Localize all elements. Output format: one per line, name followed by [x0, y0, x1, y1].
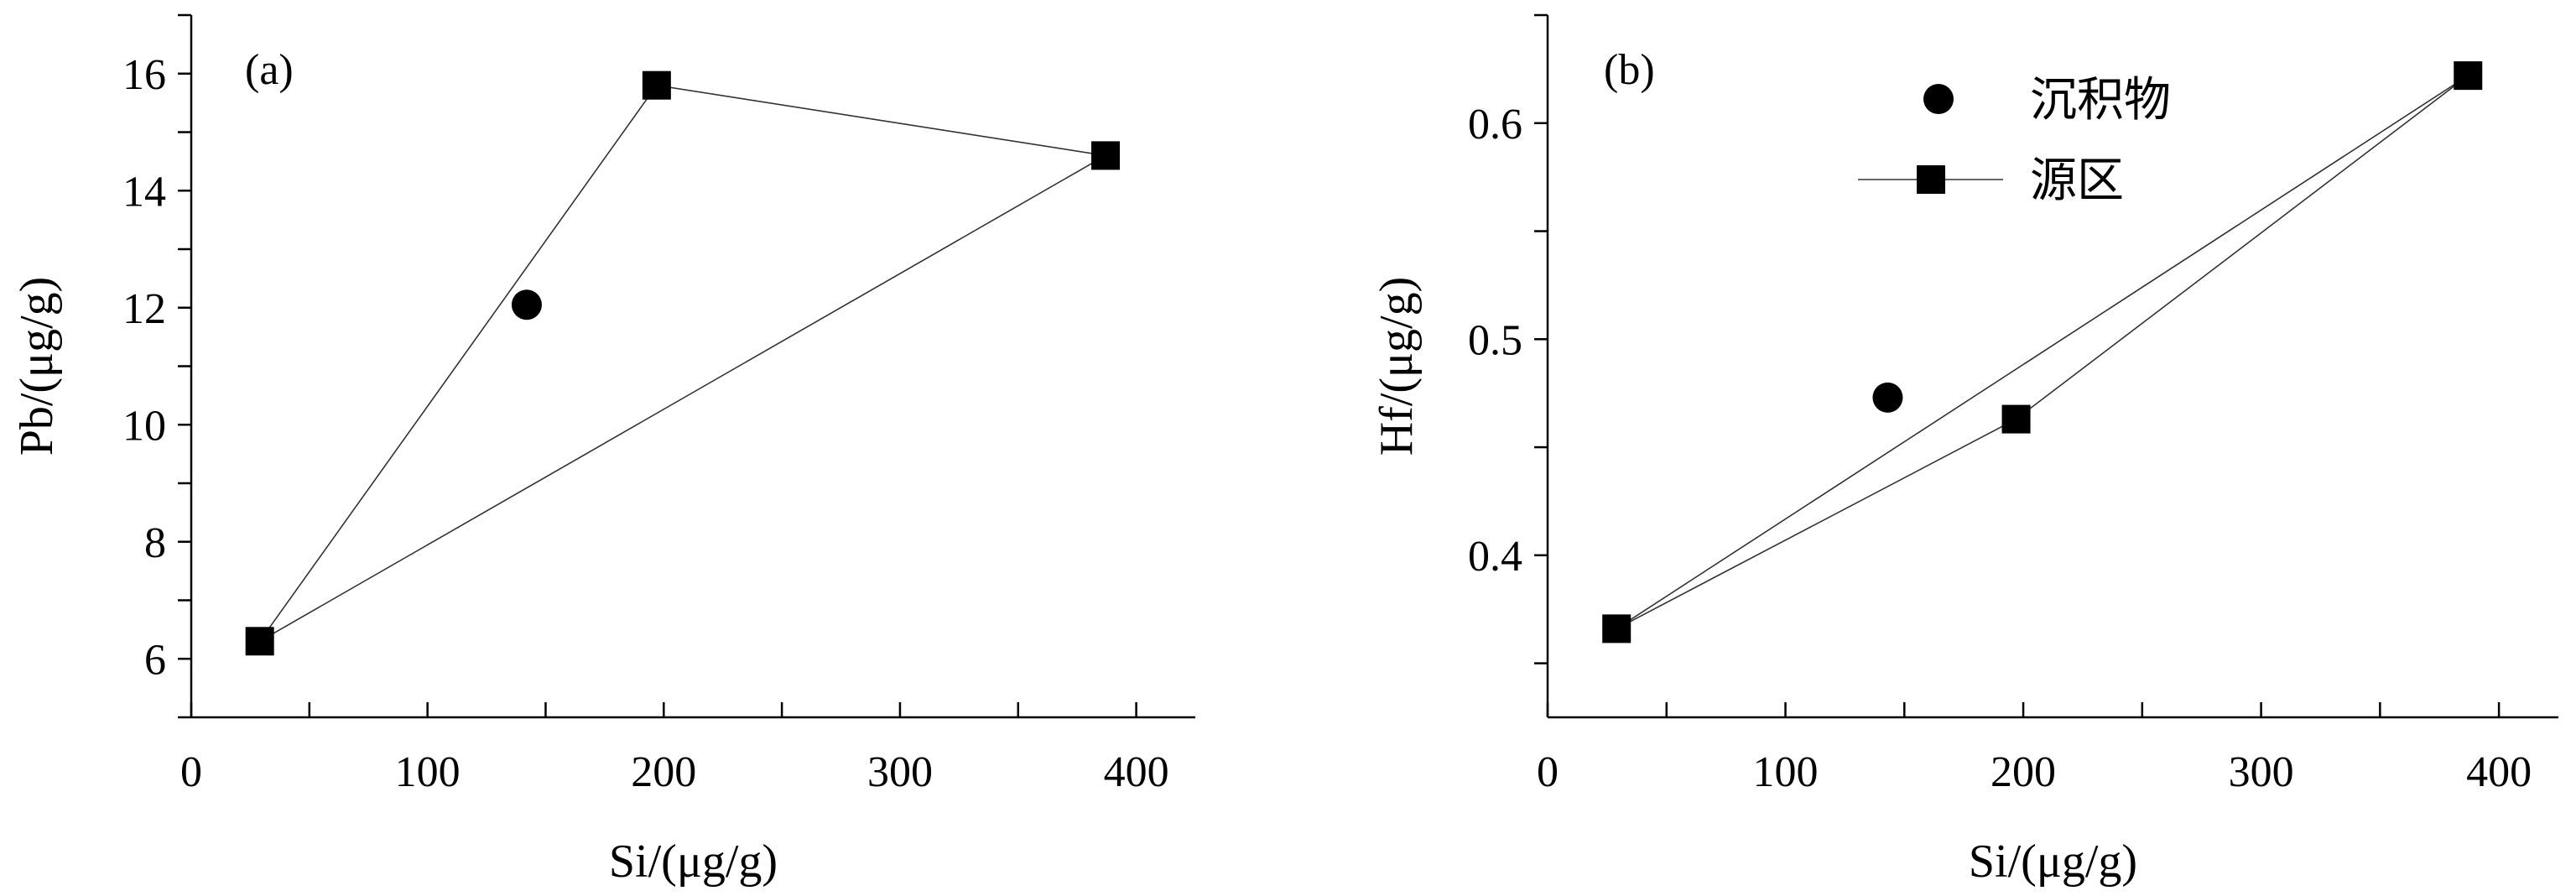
y-tick-label: 16 — [122, 51, 166, 99]
source-point — [642, 70, 671, 100]
chart-panel-a: 0 100 200 300 400 6 8 10 12 14 16 Si/(μg/g) Pb/(μg/g… — [11, 13, 1195, 888]
y-axis-title: Hf/(μg/g) — [1371, 277, 1423, 456]
y-tick-label: 10 — [122, 402, 166, 450]
chart-panel-b: 0 100 200 300 400 0.4 0.5 0.6 Si/(μg/g) Hf/(μg/g)… — [1371, 13, 2558, 888]
y-tick-label: 14 — [122, 168, 166, 216]
source-point — [2454, 61, 2483, 91]
source-region-outline — [1616, 75, 2469, 630]
x-tick-label: 200 — [631, 748, 696, 796]
x-tick-label: 300 — [2229, 748, 2294, 796]
panel-label: (b) — [1604, 46, 1655, 94]
legend-label-source: 源区 — [2030, 154, 2124, 208]
source-point — [1602, 614, 1631, 643]
y-tick-label: 8 — [144, 519, 166, 567]
x-tick-label: 0 — [1537, 748, 1559, 796]
x-tick-label: 0 — [180, 748, 202, 796]
y-tick-label: 6 — [144, 636, 166, 684]
y-tick-label: 12 — [122, 285, 166, 333]
x-tick-label: 100 — [395, 748, 461, 796]
sediment-point — [511, 289, 542, 320]
x-axis-title: Si/(μg/g) — [609, 836, 778, 888]
x-tick-label: 200 — [1991, 748, 2056, 796]
source-region-outline — [259, 84, 1108, 643]
y-tick-label: 0.4 — [1468, 533, 1522, 581]
source-point — [2001, 404, 2031, 434]
sediment-point — [1872, 382, 1903, 413]
legend-label-sediment: 沉积物 — [2030, 73, 2171, 128]
y-tick-label: 0.6 — [1468, 101, 1522, 148]
y-tick-label: 0.5 — [1468, 316, 1522, 364]
x-tick-label: 400 — [2466, 748, 2532, 796]
source-point — [245, 627, 274, 656]
panel-label: (a) — [245, 46, 294, 94]
x-tick-label: 400 — [1104, 748, 1169, 796]
x-axis-title: Si/(μg/g) — [1969, 836, 2137, 888]
legend-circle-icon — [1923, 84, 1954, 114]
x-tick-label: 100 — [1753, 748, 1819, 796]
x-tick-label: 300 — [867, 748, 933, 796]
legend-square-icon — [1917, 165, 1945, 194]
y-axis-title: Pb/(μg/g) — [11, 277, 63, 456]
source-point — [1090, 141, 1120, 170]
